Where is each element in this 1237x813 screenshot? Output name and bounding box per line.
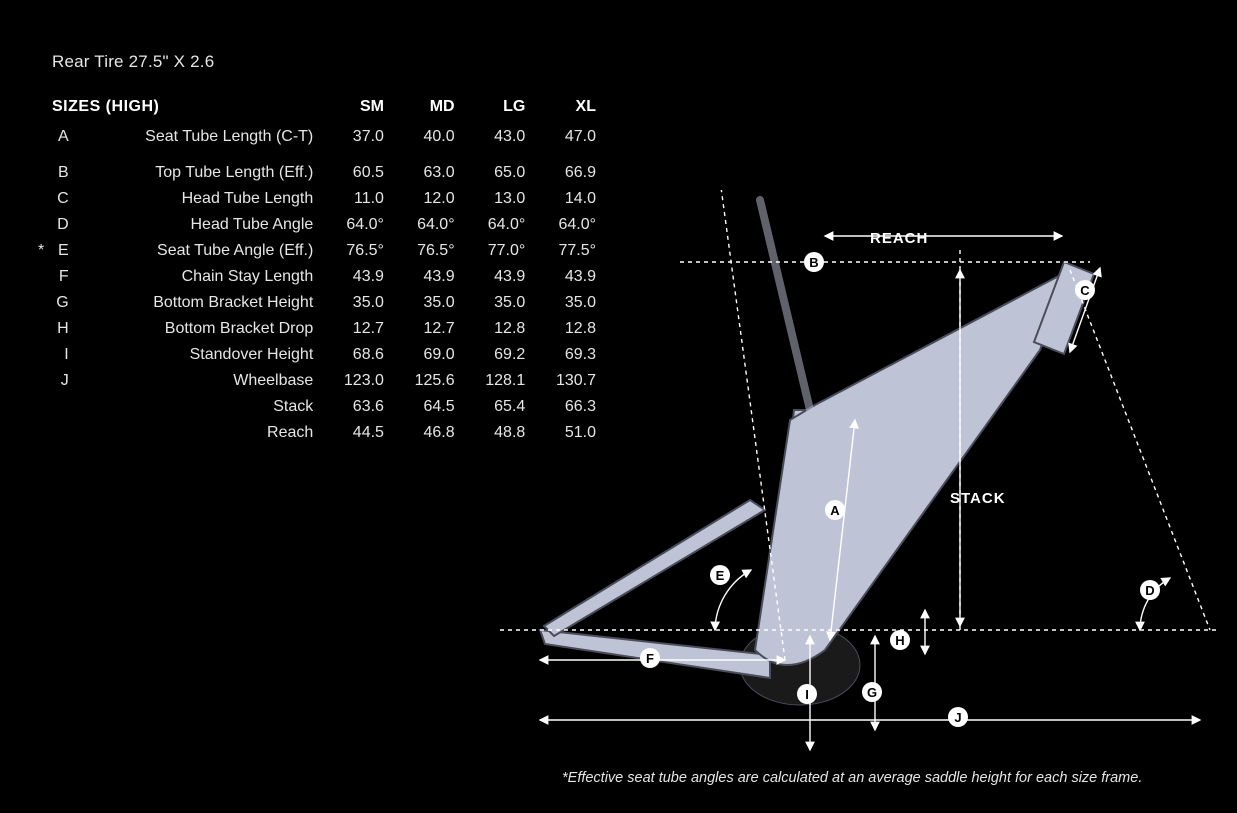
row-star — [32, 212, 50, 238]
row-label: Top Tube Length (Eff.) — [75, 150, 320, 186]
row-val-lg: 65.0 — [461, 150, 532, 186]
tire-text: Rear Tire 27.5" X 2.6 — [32, 52, 602, 72]
row-star — [32, 124, 50, 150]
row-letter: B — [50, 150, 74, 186]
row-val-md: 35.0 — [390, 290, 461, 316]
row-val-sm: 44.5 — [319, 420, 390, 446]
callout-g: G — [862, 682, 882, 702]
size-col-xl: XL — [531, 94, 602, 124]
row-val-sm: 12.7 — [319, 316, 390, 342]
row-val-sm: 37.0 — [319, 124, 390, 150]
callout-a: A — [825, 500, 845, 520]
row-val-md: 40.0 — [390, 124, 461, 150]
row-label: Seat Tube Angle (Eff.) — [75, 238, 320, 264]
row-val-md: 12.0 — [390, 186, 461, 212]
row-val-md: 64.5 — [390, 394, 461, 420]
row-label: Bottom Bracket Drop — [75, 316, 320, 342]
row-star — [32, 368, 50, 394]
callout-d: D — [1140, 580, 1160, 600]
row-val-sm: 123.0 — [319, 368, 390, 394]
row-letter: G — [50, 290, 74, 316]
callout-e: E — [710, 565, 730, 585]
frame-diagram: A B C D E F G H I J REACH STACK — [480, 190, 1230, 770]
sizes-header: SIZES (HIGH) — [32, 94, 319, 124]
row-star — [32, 342, 50, 368]
table-row: BTop Tube Length (Eff.)60.563.065.066.9 — [32, 150, 602, 186]
row-letter: F — [50, 264, 74, 290]
callout-h: H — [890, 630, 910, 650]
row-star — [32, 186, 50, 212]
row-val-xl: 47.0 — [531, 124, 602, 150]
row-label: Wheelbase — [75, 368, 320, 394]
row-letter: J — [50, 368, 74, 394]
row-val-md: 63.0 — [390, 150, 461, 186]
row-val-md: 46.8 — [390, 420, 461, 446]
row-val-md: 125.6 — [390, 368, 461, 394]
callout-c: C — [1075, 280, 1095, 300]
row-val-sm: 60.5 — [319, 150, 390, 186]
row-val-sm: 35.0 — [319, 290, 390, 316]
callout-f: F — [640, 648, 660, 668]
row-label: Chain Stay Length — [75, 264, 320, 290]
row-label: Stack — [75, 394, 320, 420]
row-label: Bottom Bracket Height — [75, 290, 320, 316]
row-letter: I — [50, 342, 74, 368]
row-val-sm: 76.5° — [319, 238, 390, 264]
row-star: * — [32, 238, 50, 264]
row-val-md: 43.9 — [390, 264, 461, 290]
row-letter — [50, 394, 74, 420]
callout-j: J — [948, 707, 968, 727]
row-val-md: 12.7 — [390, 316, 461, 342]
row-label: Head Tube Angle — [75, 212, 320, 238]
size-col-lg: LG — [461, 94, 532, 124]
row-val-md: 76.5° — [390, 238, 461, 264]
row-label: Reach — [75, 420, 320, 446]
row-star — [32, 394, 50, 420]
row-val-sm: 11.0 — [319, 186, 390, 212]
row-val-xl: 66.9 — [531, 150, 602, 186]
row-letter: H — [50, 316, 74, 342]
row-val-sm: 64.0° — [319, 212, 390, 238]
row-val-md: 69.0 — [390, 342, 461, 368]
row-letter: A — [50, 124, 74, 150]
stack-label: STACK — [950, 490, 1006, 507]
table-row: ASeat Tube Length (C-T)37.040.043.047.0 — [32, 124, 602, 150]
row-label: Standover Height — [75, 342, 320, 368]
row-label: Head Tube Length — [75, 186, 320, 212]
row-val-sm: 43.9 — [319, 264, 390, 290]
row-letter: D — [50, 212, 74, 238]
row-star — [32, 264, 50, 290]
row-star — [32, 150, 50, 186]
row-letter: E — [50, 238, 74, 264]
row-star — [32, 290, 50, 316]
footnote: *Effective seat tube angles are calculat… — [562, 770, 1142, 786]
callout-i: I — [797, 684, 817, 704]
callout-b: B — [804, 252, 824, 272]
row-letter — [50, 420, 74, 446]
row-letter: C — [50, 186, 74, 212]
size-col-sm: SM — [319, 94, 390, 124]
row-star — [32, 316, 50, 342]
size-col-md: MD — [390, 94, 461, 124]
row-val-sm: 63.6 — [319, 394, 390, 420]
row-val-md: 64.0° — [390, 212, 461, 238]
row-val-sm: 68.6 — [319, 342, 390, 368]
row-star — [32, 420, 50, 446]
row-label: Seat Tube Length (C-T) — [75, 124, 320, 150]
reach-label: REACH — [870, 230, 928, 247]
row-val-lg: 43.0 — [461, 124, 532, 150]
